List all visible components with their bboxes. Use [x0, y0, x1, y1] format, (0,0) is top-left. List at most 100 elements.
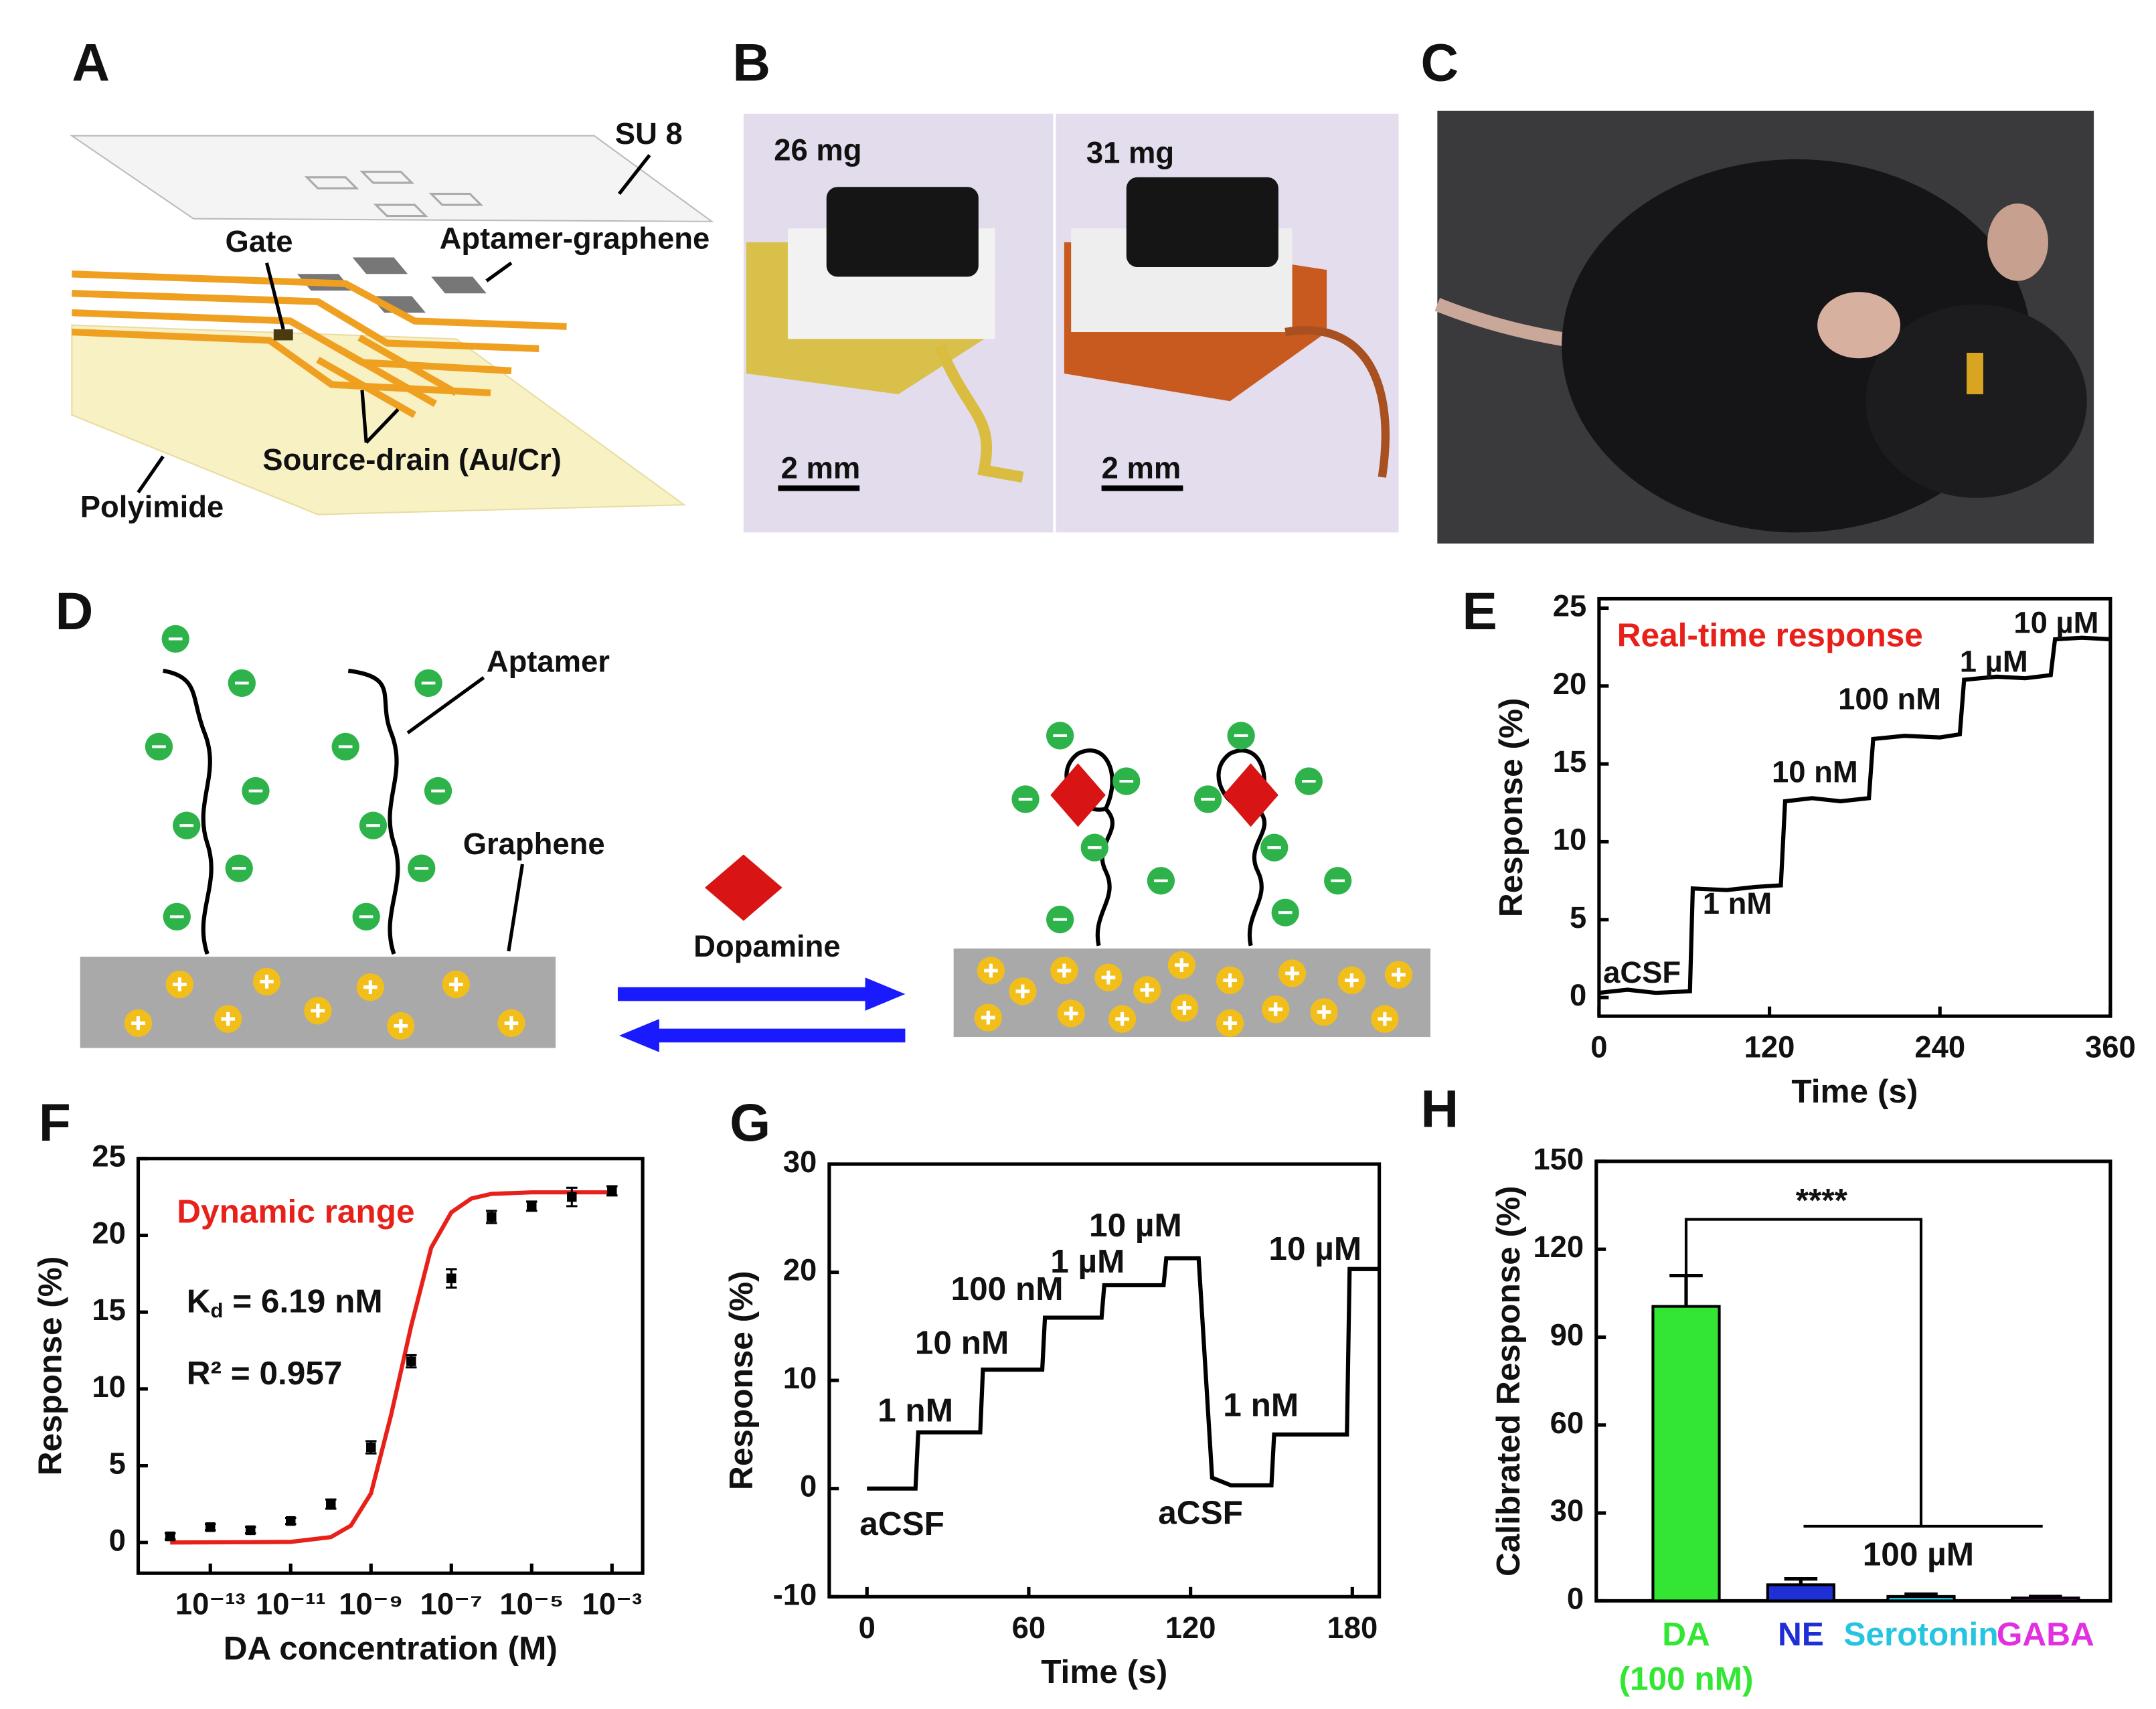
kd-label: Kd = 6.19 nM: [187, 1283, 383, 1322]
x-tick-label: NE: [1778, 1615, 1824, 1653]
panel-letter: E: [1462, 582, 1497, 641]
plot-frame: [1597, 596, 2112, 1018]
annotation: 1 nM: [1703, 886, 1772, 920]
label: 31 mg: [1086, 136, 1174, 170]
panel-letter: H: [1421, 1079, 1459, 1138]
data-line: [170, 1190, 612, 1545]
y-tick-label: 15: [1553, 744, 1587, 779]
annotation: 100 µM: [1863, 1535, 1974, 1572]
cation-sign: [1057, 963, 1072, 978]
data-line: [1598, 635, 2111, 995]
panel-letter: A: [72, 33, 110, 92]
implant: [1967, 352, 1983, 394]
cation-sign: [1268, 1002, 1283, 1017]
head: [1865, 304, 2087, 498]
label: 26 mg: [774, 133, 861, 167]
x-tick-label: 10⁻⁹: [339, 1587, 403, 1621]
polyimide-layer: [71, 324, 687, 515]
arrows: [137, 154, 651, 494]
connector: [1126, 177, 1278, 267]
y-tick-label: 5: [109, 1447, 126, 1481]
label: Source-drain (Au/Cr): [262, 442, 562, 477]
annotation: 10 nM: [915, 1324, 1009, 1362]
y-tick-label: 150: [1533, 1142, 1584, 1176]
x-tick-label: 180: [1327, 1611, 1378, 1645]
cation-sign: [173, 977, 187, 991]
data-point: [286, 1516, 296, 1526]
cation-sign: [363, 980, 378, 995]
label: Dopamine: [693, 929, 841, 963]
panel-letter: D: [56, 582, 94, 641]
bar: [1886, 1595, 1956, 1603]
gate: [273, 329, 293, 341]
x-tick-label: 0: [1590, 1030, 1607, 1064]
y-tick-label: 0: [1570, 978, 1586, 1012]
gold-traces: [72, 270, 567, 418]
cation-sign: [1223, 1016, 1237, 1030]
label: Aptamer: [487, 645, 610, 679]
kd-part: K: [187, 1283, 211, 1320]
annotation: 10 µM: [1089, 1206, 1182, 1244]
cation-sign: [1317, 1005, 1331, 1020]
annotation: (100 nM): [1619, 1659, 1753, 1697]
annotation: 100 nM: [951, 1270, 1064, 1307]
data-point: [567, 1192, 577, 1202]
cation-sign: [504, 1016, 519, 1030]
cation-sign: [1285, 966, 1299, 981]
panel-letter: C: [1421, 33, 1459, 92]
scale-label: 2 mm: [781, 451, 861, 485]
annotation: aCSF: [1603, 955, 1681, 989]
y-axis-title: Response (%): [722, 1271, 760, 1490]
y-tick-label: 10: [1553, 822, 1587, 856]
significance-bracket: [1684, 1218, 2043, 1528]
y-tick-label: 30: [783, 1145, 817, 1179]
ear: [1817, 292, 1901, 359]
annotation: Real-time response: [1617, 616, 1923, 653]
x-tick-label: Serotonin: [1843, 1615, 1998, 1653]
cation-sign: [1223, 973, 1237, 987]
y-tick-label: 20: [92, 1216, 126, 1250]
annotation: 10 µM: [1268, 1230, 1361, 1267]
y-tick-label: 15: [92, 1293, 126, 1327]
bar: [2011, 1597, 2080, 1603]
ear: [1987, 204, 2048, 281]
data-point: [246, 1525, 256, 1536]
panel-letter: G: [730, 1093, 770, 1152]
x-tick-label: 10⁻³: [582, 1587, 642, 1621]
plot-frame: [1594, 1159, 2112, 1603]
kd-part: d: [211, 1299, 224, 1322]
data-point: [446, 1273, 457, 1283]
aptamers: [163, 668, 1267, 955]
x-tick-label: 120: [1744, 1030, 1795, 1064]
cation-sign: [1064, 1006, 1078, 1021]
panel-letter: B: [732, 33, 770, 92]
equilibrium-arrows: [617, 977, 906, 1052]
annotation: 1 nM: [1223, 1386, 1299, 1423]
y-tick-label: 25: [92, 1139, 126, 1173]
x-tick-label: 360: [2085, 1030, 2136, 1064]
panel-b-photos: 26 mg 31 mg 2 mm 2 mm: [743, 113, 1399, 533]
label: Aptamer-graphene: [440, 222, 710, 256]
y-tick-label: 10: [92, 1370, 126, 1404]
annotation: aCSF: [1158, 1494, 1243, 1532]
x-tick-label: 60: [1012, 1611, 1046, 1645]
x-tick-label: 10⁻⁵: [499, 1587, 564, 1621]
data-point: [205, 1522, 216, 1532]
annotation: ****: [1796, 1182, 1848, 1219]
cation-sign: [1175, 958, 1189, 973]
arrows: [406, 676, 525, 952]
y-axis-title: Response (%): [31, 1256, 69, 1476]
su8-windows: [304, 170, 484, 218]
x-tick-label: 120: [1165, 1611, 1216, 1645]
panel-c-photo: [1434, 110, 2094, 544]
y-axis-title: Calibrated Response (%): [1489, 1186, 1527, 1576]
chart: 0 5 10 15 20 25 10⁻¹³ 10⁻¹¹ 10⁻⁹ 10⁻⁷ 10⁻⁵ 10⁻³ DA c…: [31, 1139, 645, 1667]
y-tick-label: 60: [1550, 1406, 1584, 1440]
bar: [1766, 1583, 1835, 1603]
dopamine: [1050, 763, 1106, 827]
label: SU 8: [615, 116, 683, 151]
y-tick-label: 10: [783, 1361, 817, 1395]
data-point: [326, 1499, 336, 1510]
data-point: [406, 1356, 416, 1366]
